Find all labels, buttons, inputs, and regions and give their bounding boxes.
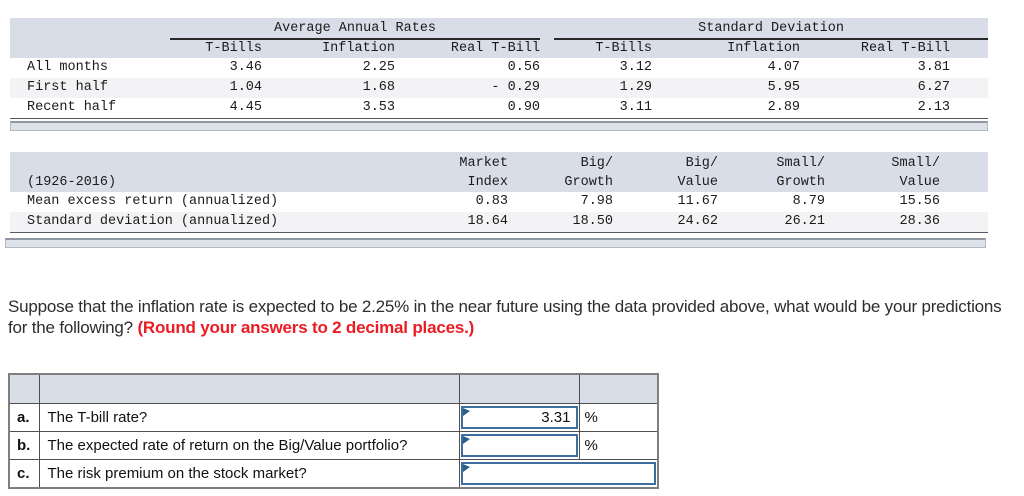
answer-value: 3.31 <box>541 409 571 426</box>
answer-letter: b. <box>8 431 40 460</box>
question-text: Suppose that the inflation rate is expec… <box>8 297 1022 338</box>
row-label: All months <box>27 60 109 75</box>
answer-row-b: b. The expected rate of return on the Bi… <box>8 431 659 460</box>
answer-table: a. The T-bill rate? 3.31 % b. The expect… <box>8 373 659 489</box>
horizontal-scrollbar[interactable] <box>5 238 986 248</box>
answer-letter: c. <box>8 459 40 489</box>
col-header-tbills-avg: T-Bills <box>170 40 262 58</box>
question-text-rounding-instruction: (Round your answers to 2 decimal places.… <box>137 317 475 337</box>
row-label: First half <box>27 80 109 95</box>
input-marker-icon <box>462 464 470 472</box>
col-header-inflation-sd: Inflation <box>652 40 801 58</box>
col-header-small-value: Small/ Value <box>825 152 940 192</box>
answer-input-b[interactable] <box>460 434 578 457</box>
input-marker-icon <box>462 408 470 416</box>
input-marker-icon <box>462 436 470 444</box>
col-header-tbills-sd: T-Bills <box>540 40 653 58</box>
answer-letter: a. <box>8 403 40 432</box>
col-header-real-tbill-avg: Real T-Bill <box>395 40 541 58</box>
table-row-standard-deviation: Standard deviation (annualized) 18.64 18… <box>10 212 988 233</box>
answer-input-c[interactable] <box>460 462 656 485</box>
col-header-real-tbill-sd: Real T-Bill <box>800 40 951 58</box>
answer-question: The T-bill rate? <box>38 403 460 432</box>
horizontal-scrollbar[interactable] <box>10 121 988 131</box>
answer-row-a: a. The T-bill rate? 3.31 % <box>8 403 659 432</box>
answer-question: The risk premium on the stock market? <box>38 459 460 489</box>
answer-input-a[interactable]: 3.31 <box>460 406 578 429</box>
question-text-main: Suppose that the inflation rate is expec… <box>8 297 1002 337</box>
col-header-small-growth: Small/ Growth <box>718 152 825 192</box>
unit-label: % <box>578 403 659 432</box>
table-row-first-half: First half 1.04 1.68 - 0.29 1.29 5.95 6.… <box>10 78 989 98</box>
col-header-big-growth: Big/ Growth <box>508 152 613 192</box>
table-row-all-months: All months 3.46 2.25 0.56 3.12 4.07 3.81 <box>10 58 988 78</box>
group-header-row: Average Annual Rates Standard Deviation <box>10 18 989 40</box>
period-label: (1926-2016) <box>10 152 430 192</box>
table-row-mean-excess-return: Mean excess return (annualized) 0.83 7.9… <box>10 192 988 212</box>
answer-question: The expected rate of return on the Big/V… <box>38 431 460 460</box>
group-header-average-annual-rates: Average Annual Rates <box>170 19 541 40</box>
column-header-row: (1926-2016) Market Index Big/ Growth Big… <box>10 152 988 192</box>
portfolio-returns-table: (1926-2016) Market Index Big/ Growth Big… <box>10 152 988 233</box>
unit-label: % <box>578 431 659 460</box>
row-label: Mean excess return (annualized) <box>27 194 279 209</box>
col-header-big-value: Big/ Value <box>613 152 718 192</box>
historical-rates-table: Average Annual Rates Standard Deviation … <box>10 18 989 119</box>
row-label: Standard deviation (annualized) <box>27 214 279 229</box>
answer-row-c: c. The risk premium on the stock market? <box>8 459 659 489</box>
table-row-recent-half: Recent half 4.45 3.53 0.90 3.11 2.89 2.1… <box>10 98 988 119</box>
row-label: Recent half <box>27 100 117 115</box>
col-header-market-index: Market Index <box>430 152 508 192</box>
group-header-standard-deviation: Standard Deviation <box>554 19 989 40</box>
column-header-row: T-Bills Inflation Real T-Bill T-Bills In… <box>10 40 989 58</box>
col-header-inflation-avg: Inflation <box>262 40 395 58</box>
answer-table-header-row <box>8 373 659 404</box>
